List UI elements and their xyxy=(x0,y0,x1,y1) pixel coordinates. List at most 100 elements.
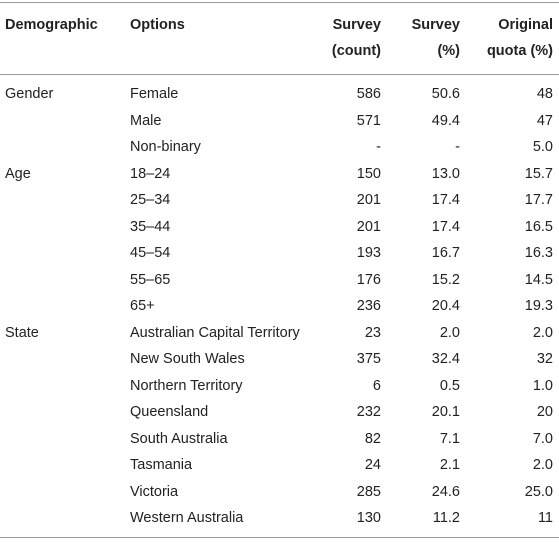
cell-survey-percent: 50.6 xyxy=(431,86,460,102)
cell-survey-percent: 17.4 xyxy=(431,192,460,208)
table-row: Age 18–24 150 13.0 15.7 xyxy=(0,161,559,188)
cell-survey-percent: 7.1 xyxy=(439,430,460,447)
cell-survey-count: 130 xyxy=(356,510,381,526)
cell-survey-count: 176 xyxy=(356,271,381,288)
cell-survey-percent: 24.6 xyxy=(431,483,460,500)
table-row: 45–54 193 16.7 16.3 xyxy=(0,240,559,267)
header-original-quota-line2: quota (%) xyxy=(486,43,553,59)
table-row: Non-binary - - 5.0 xyxy=(0,134,559,161)
cell-survey-percent: 13.0 xyxy=(431,165,460,182)
cell-option: Male xyxy=(130,112,162,129)
cell-survey-percent: 15.2 xyxy=(431,271,460,288)
table-body: Gender Female 586 50.6 48 Male 571 49.4 47 Non-bi… xyxy=(0,81,559,532)
cell-demographic: Gender xyxy=(5,86,54,102)
cell-option: New South Wales xyxy=(130,351,245,367)
cell-survey-percent: 0.5 xyxy=(439,377,460,394)
cell-survey-percent: 2.0 xyxy=(439,324,460,341)
cell-option: 25–34 xyxy=(130,192,171,208)
header-survey-count-line1: Survey xyxy=(332,17,381,33)
cell-option: Queensland xyxy=(130,404,209,420)
table-row: Male 571 49.4 47 xyxy=(0,108,559,135)
table-row: 55–65 176 15.2 14.5 xyxy=(0,267,559,294)
table-row: 65+ 236 20.4 19.3 xyxy=(0,293,559,320)
cell-survey-percent: 32.4 xyxy=(431,351,460,367)
cell-survey-count: 23 xyxy=(364,324,381,341)
cell-survey-percent: 2.1 xyxy=(439,457,460,473)
cell-original-quota: 16.5 xyxy=(524,218,553,235)
cell-option: South Australia xyxy=(130,430,228,447)
cell-survey-percent: - xyxy=(455,139,460,155)
table-row: South Australia 82 7.1 7.0 xyxy=(0,426,559,453)
header-survey-percent-line2: (%) xyxy=(437,43,460,59)
table-row: Queensland 232 20.1 20 xyxy=(0,399,559,426)
table-bottom-rule xyxy=(0,537,559,538)
cell-original-quota: 25.0 xyxy=(524,483,553,500)
cell-option: Northern Territory xyxy=(130,377,243,394)
header-survey-percent-line1: Survey xyxy=(411,17,460,33)
cell-option: Australian Capital Territory xyxy=(130,324,300,341)
cell-survey-count: 201 xyxy=(356,218,381,235)
cell-original-quota: 7.0 xyxy=(532,430,553,447)
table-row: Tasmania 24 2.1 2.0 xyxy=(0,452,559,479)
header-survey-count: Survey (count) xyxy=(332,12,381,64)
cell-survey-percent: 20.4 xyxy=(431,298,460,314)
cell-option: Western Australia xyxy=(130,510,244,526)
cell-survey-count: 236 xyxy=(356,298,381,314)
cell-original-quota: 5.0 xyxy=(532,139,553,155)
cell-option: 65+ xyxy=(130,298,155,314)
cell-original-quota: 20 xyxy=(536,404,553,420)
cell-survey-percent: 20.1 xyxy=(431,404,460,420)
cell-demographic: Age xyxy=(5,165,31,182)
cell-survey-count: 150 xyxy=(356,165,381,182)
cell-original-quota: 11 xyxy=(537,510,553,526)
cell-original-quota: 14.5 xyxy=(524,271,553,288)
table-top-rule xyxy=(0,2,559,3)
cell-original-quota: 47 xyxy=(536,112,553,129)
cell-survey-count: 571 xyxy=(356,112,381,129)
cell-option: Non-binary xyxy=(130,139,201,155)
cell-option: 45–54 xyxy=(130,245,171,261)
cell-original-quota: 19.3 xyxy=(524,298,553,314)
header-demographic-label: Demographic xyxy=(5,17,98,33)
cell-option: 55–65 xyxy=(130,271,171,288)
header-divider-rule xyxy=(0,74,559,75)
cell-original-quota: 48 xyxy=(536,86,553,102)
cell-option: 35–44 xyxy=(130,218,171,235)
cell-original-quota: 2.0 xyxy=(532,324,553,341)
cell-survey-percent: 49.4 xyxy=(431,112,460,129)
cell-survey-count: 82 xyxy=(364,430,381,447)
cell-original-quota: 17.7 xyxy=(524,192,553,208)
cell-original-quota: 32 xyxy=(536,351,553,367)
header-survey-count-line2: (count) xyxy=(331,43,381,59)
cell-survey-percent: 11.2 xyxy=(432,510,460,526)
header-original-quota-line1: Original xyxy=(498,17,553,33)
cell-survey-count: 586 xyxy=(356,86,381,102)
cell-survey-count: 232 xyxy=(356,404,381,420)
table-row: 35–44 201 17.4 16.5 xyxy=(0,214,559,241)
cell-original-quota: 16.3 xyxy=(524,245,553,261)
table-row: New South Wales 375 32.4 32 xyxy=(0,346,559,373)
cell-survey-count: 193 xyxy=(356,245,381,261)
header-options: Options xyxy=(130,12,185,38)
cell-survey-count: 285 xyxy=(356,483,381,500)
table-row: Western Australia 130 11.2 11 xyxy=(0,505,559,532)
table-row: Victoria 285 24.6 25.0 xyxy=(0,479,559,506)
table-row: State Australian Capital Territory 23 2.0 2.… xyxy=(0,320,559,347)
table-row: Northern Territory 6 0.5 1.0 xyxy=(0,373,559,400)
cell-original-quota: 1.0 xyxy=(532,377,553,394)
cell-survey-count: 201 xyxy=(356,192,381,208)
cell-survey-count: 6 xyxy=(372,377,381,394)
cell-survey-percent: 16.7 xyxy=(431,245,460,261)
cell-option: Tasmania xyxy=(130,457,193,473)
table-row: Gender Female 586 50.6 48 xyxy=(0,81,559,108)
header-original-quota: Original quota (%) xyxy=(487,12,553,64)
header-survey-percent: Survey (%) xyxy=(412,12,460,64)
cell-option: Female xyxy=(130,86,179,102)
header-options-label: Options xyxy=(130,17,185,33)
cell-survey-percent: 17.4 xyxy=(431,218,460,235)
cell-survey-count: 24 xyxy=(364,457,381,473)
cell-option: Victoria xyxy=(130,483,179,500)
table-row: 25–34 201 17.4 17.7 xyxy=(0,187,559,214)
header-demographic: Demographic xyxy=(5,12,98,38)
